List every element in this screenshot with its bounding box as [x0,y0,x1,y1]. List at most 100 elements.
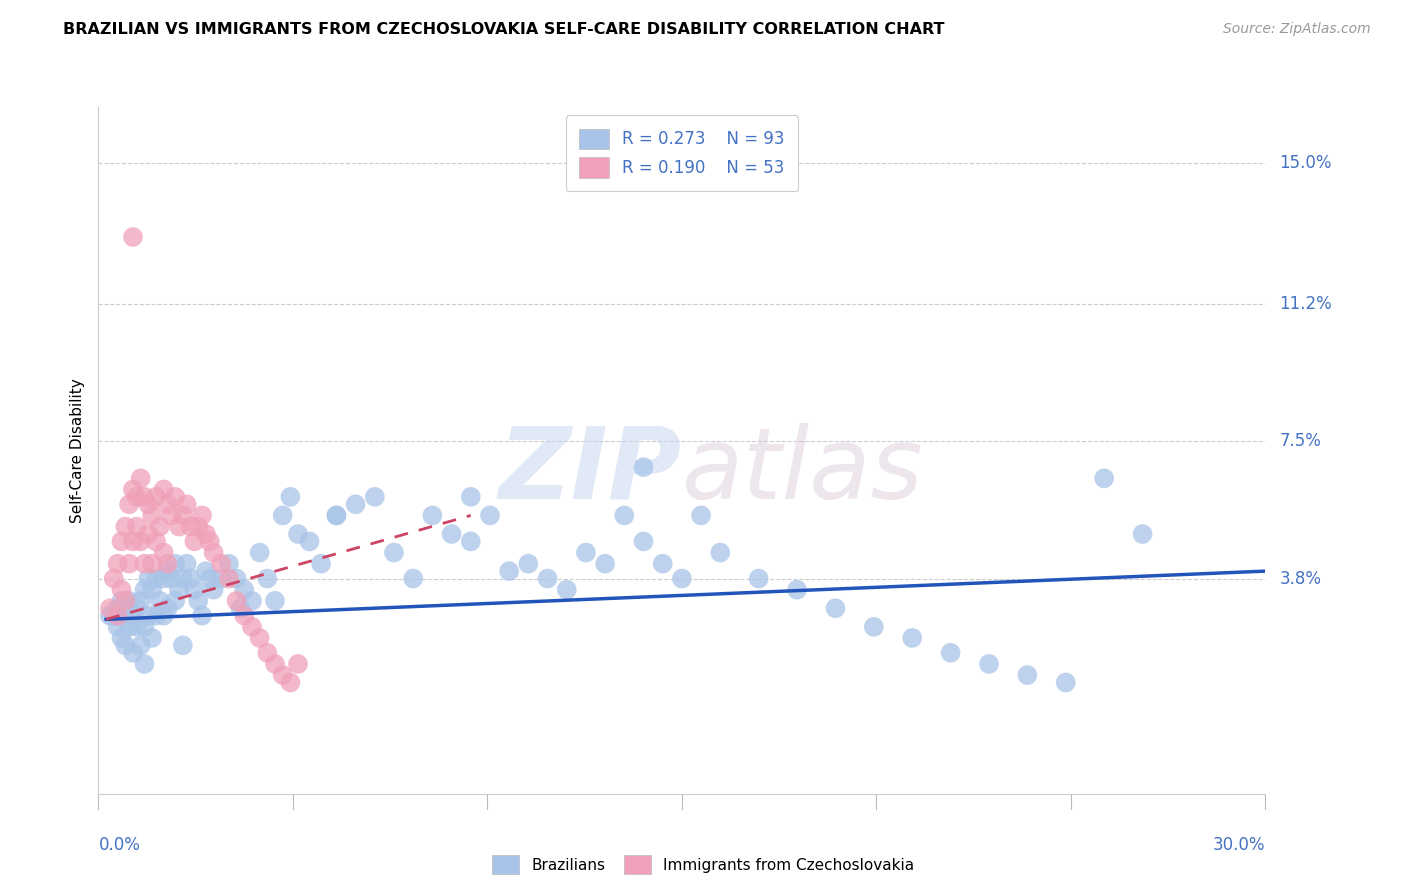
Point [118,557,141,571]
Point [156,497,179,511]
Point [218,572,240,586]
Legend: R = 0.273    N = 93, R = 0.190    N = 53: R = 0.273 N = 93, R = 0.190 N = 53 [565,115,799,191]
Point [118,594,141,608]
Point [176,497,198,511]
Point [110,594,132,608]
Point [110,582,132,597]
Point [977,657,1000,671]
Point [152,572,174,586]
Point [149,594,172,608]
Text: atlas: atlas [682,423,924,519]
Point [149,519,172,533]
Point [129,594,152,608]
Point [172,508,194,523]
Point [593,557,616,571]
Point [344,497,367,511]
Point [187,594,209,608]
Point [145,608,167,623]
Point [187,519,209,533]
Point [671,572,693,586]
Point [690,508,713,523]
Point [198,572,221,586]
Point [256,572,278,586]
Point [536,572,558,586]
Point [152,608,174,623]
Point [440,527,463,541]
Text: BRAZILIAN VS IMMIGRANTS FROM CZECHOSLOVAKIA SELF-CARE DISABILITY CORRELATION CHA: BRAZILIAN VS IMMIGRANTS FROM CZECHOSLOVA… [63,22,945,37]
Point [118,620,141,634]
Point [136,572,159,586]
Point [191,608,214,623]
Point [651,557,673,571]
Point [748,572,770,586]
Point [364,490,387,504]
Point [194,564,217,578]
Point [183,534,205,549]
Point [103,608,125,623]
Point [129,471,152,485]
Point [460,490,482,504]
Point [114,519,136,533]
Point [125,519,148,533]
Point [249,545,271,559]
Point [160,572,183,586]
Point [156,601,179,615]
Point [125,601,148,615]
Point [180,572,202,586]
Point [209,557,232,571]
Point [202,545,225,559]
Point [107,608,129,623]
Point [156,557,179,571]
Point [165,557,187,571]
Point [129,534,152,549]
Point [517,557,540,571]
Point [240,594,263,608]
Point [180,519,202,533]
Point [118,497,141,511]
Point [152,545,174,559]
Point [264,594,287,608]
Point [1092,471,1115,485]
Point [134,557,156,571]
Point [145,534,167,549]
Point [901,631,924,645]
Point [271,668,294,682]
Point [1017,668,1039,682]
Point [280,675,302,690]
Point [136,497,159,511]
Point [156,564,179,578]
Point [478,508,501,523]
Point [122,608,145,623]
Point [498,564,520,578]
Point [176,557,198,571]
Point [1054,675,1077,690]
Point [325,508,347,523]
Point [786,582,808,597]
Point [271,508,294,523]
Point [172,572,194,586]
Point [202,582,225,597]
Point [198,534,221,549]
Point [240,620,263,634]
Point [218,557,240,571]
Point [141,557,163,571]
Point [160,508,183,523]
Point [125,620,148,634]
Point [402,572,425,586]
Point [134,490,156,504]
Point [122,483,145,497]
Point [633,534,655,549]
Point [256,646,278,660]
Point [309,557,332,571]
Point [145,490,167,504]
Text: 15.0%: 15.0% [1279,153,1331,172]
Point [152,483,174,497]
Point [107,601,129,615]
Point [460,534,482,549]
Point [103,572,125,586]
Point [287,657,309,671]
Point [110,631,132,645]
Point [183,582,205,597]
Point [165,594,187,608]
Point [229,601,252,615]
